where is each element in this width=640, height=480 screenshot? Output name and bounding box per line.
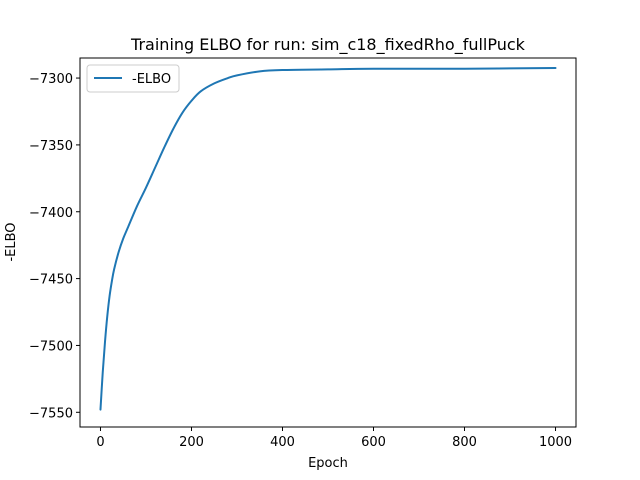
plot-content (99, 67, 557, 411)
legend: -ELBO (86, 64, 180, 93)
y-axis-label: -ELBO (4, 222, 19, 261)
x-tick-label: 200 (179, 435, 204, 450)
y-tick-label: −7550 (29, 406, 73, 421)
x-tick-label: 400 (270, 435, 295, 450)
series-line-elbo (99, 67, 557, 411)
legend-label: -ELBO (132, 72, 171, 87)
x-tick-label: 0 (96, 435, 104, 450)
x-tick-label: 800 (452, 435, 477, 450)
legend-box (86, 64, 180, 93)
y-tick-label: −7400 (29, 206, 73, 221)
y-tick-label: −7450 (29, 273, 73, 288)
y-tick-label: −7350 (29, 139, 73, 154)
chart-title: Training ELBO for run: sim_c18_fixedRho_… (130, 35, 526, 55)
y-axis-ticks: −7550 −7500 −7450 −7400 −7350 −7300 (29, 72, 80, 421)
x-axis-ticks: 0 200 400 600 800 1000 (96, 427, 572, 450)
x-tick-label: 600 (361, 435, 386, 450)
x-tick-label: 1000 (539, 435, 572, 450)
y-tick-label: −7500 (29, 339, 73, 354)
x-axis-label: Epoch (308, 456, 348, 471)
plot-frame (79, 57, 577, 428)
y-tick-label: −7300 (29, 72, 73, 87)
